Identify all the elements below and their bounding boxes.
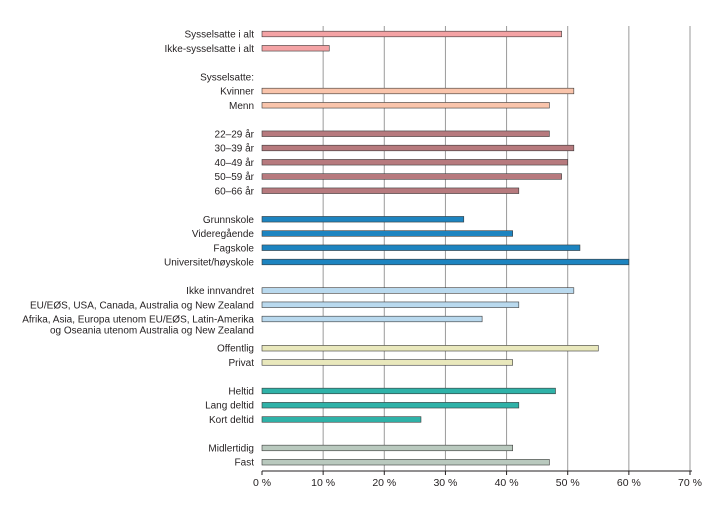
- bar: [261, 387, 556, 395]
- x-tick-label: 10 %: [311, 477, 335, 489]
- bar: [261, 87, 575, 95]
- category-label: Sysselsatte:: [200, 72, 254, 83]
- x-tick-label: 30 %: [433, 477, 457, 489]
- category-label: Universitet/høyskole: [164, 258, 254, 269]
- category-label-line2: og Oseania utenom Australia og New Zeala…: [50, 326, 254, 337]
- bar: [261, 173, 562, 180]
- category-label: 60–66 år: [215, 185, 255, 197]
- category-label: Menn: [229, 101, 254, 112]
- bar: [261, 45, 330, 52]
- x-tick-label: 70 %: [678, 477, 702, 489]
- x-tick-label: 20 %: [372, 477, 396, 489]
- category-label: 50–59 år: [215, 171, 255, 183]
- category-label: Afrika, Asia, Europa utenom EU/EØS, Lati…: [22, 315, 254, 326]
- bar: [261, 258, 630, 266]
- category-label: Lang deltid: [205, 401, 254, 412]
- bar: [261, 345, 599, 352]
- category-label: EU/EØS, USA, Canada, Australia og New Ze…: [30, 300, 254, 311]
- category-label: Grunnskole: [203, 215, 255, 226]
- bar: [261, 244, 581, 251]
- bar: [261, 159, 569, 166]
- category-labels: Sysselsatte i alt Ikke-sysselsatte i alt S…: [22, 30, 254, 469]
- bar: [261, 444, 513, 452]
- category-label: Offentlig: [217, 344, 254, 355]
- x-tick-label: 60 %: [617, 477, 641, 489]
- category-label: Kvinner: [220, 87, 255, 98]
- bar: [261, 187, 520, 194]
- bar: [261, 315, 483, 323]
- category-label: 30–39 år: [215, 143, 255, 155]
- bar: [261, 102, 550, 109]
- bar: [261, 30, 562, 38]
- bar: [261, 459, 550, 466]
- category-label: Sysselsatte i alt: [185, 30, 255, 41]
- category-label: 40–49 år: [215, 157, 255, 169]
- category-label: Fagskole: [213, 243, 254, 254]
- category-label: Midlertidig: [208, 443, 254, 454]
- x-axis: 0 % 10 % 20 % 30 % 40 % 50 % 60 % 70 %: [253, 470, 702, 489]
- bar: [261, 402, 520, 409]
- bar: [261, 144, 575, 152]
- bar: [261, 416, 422, 423]
- category-label: Privat: [228, 358, 254, 369]
- bar: [261, 301, 520, 308]
- x-tick-label: 0 %: [253, 477, 271, 489]
- category-label: Ikke innvandret: [186, 286, 254, 297]
- category-label: Kort deltid: [209, 415, 254, 426]
- bar: [261, 230, 513, 237]
- category-label: Ikke-sysselsatte i alt: [165, 44, 255, 55]
- bar: [261, 359, 513, 366]
- category-label: Heltid: [228, 386, 254, 397]
- category-label: Videregående: [192, 228, 255, 240]
- category-label: Fast: [235, 458, 255, 469]
- bar: [261, 130, 550, 137]
- x-tick-label: 50 %: [556, 477, 580, 489]
- bars: [261, 30, 630, 466]
- x-tick-label: 40 %: [495, 477, 519, 489]
- category-label: 22–29 år: [215, 128, 255, 140]
- bar: [261, 287, 575, 294]
- bar: [261, 216, 465, 223]
